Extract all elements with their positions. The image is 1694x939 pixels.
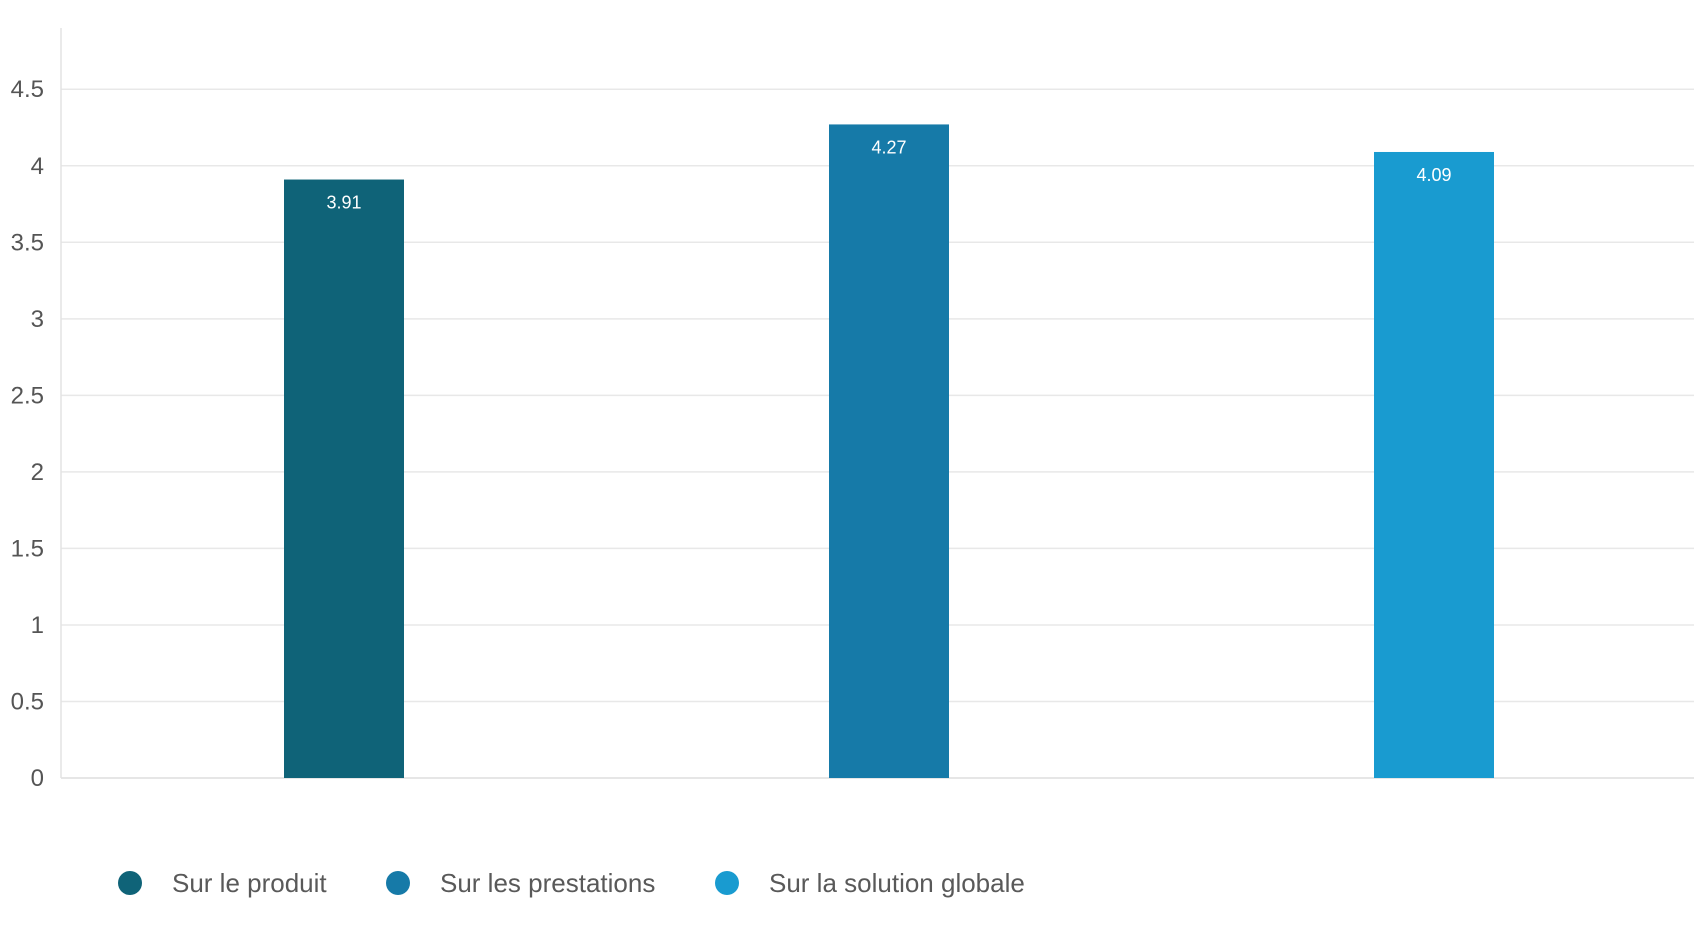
legend-marker xyxy=(715,871,739,895)
bar[interactable] xyxy=(284,179,404,778)
y-tick-label: 2.5 xyxy=(11,382,44,409)
bar[interactable] xyxy=(829,124,949,778)
bar[interactable] xyxy=(1374,151,1494,778)
y-tick-label: 4 xyxy=(31,153,44,180)
data-label: 4.27 xyxy=(871,137,906,157)
bars xyxy=(284,124,1494,778)
y-axis-ticks: 0 0.5 1 1.5 2 2.5 3 3.5 4 4.5 xyxy=(11,76,44,792)
legend[interactable]: Sur le produit Sur les prestations Sur la … xyxy=(118,868,1025,898)
legend-label: Sur la solution globale xyxy=(769,868,1025,898)
y-tick-label: 0.5 xyxy=(11,688,44,715)
data-labels: 3.91 4.27 4.09 xyxy=(326,137,1451,212)
y-tick-label: 1.5 xyxy=(11,535,44,562)
y-tick-label: 3.5 xyxy=(11,229,44,256)
data-label: 3.91 xyxy=(326,193,361,213)
y-tick-label: 0 xyxy=(31,765,44,792)
legend-marker xyxy=(118,871,142,895)
data-label: 4.09 xyxy=(1416,165,1451,185)
legend-label: Sur les prestations xyxy=(440,868,655,898)
y-tick-label: 2 xyxy=(31,459,44,486)
legend-marker xyxy=(386,871,410,895)
y-tick-label: 1 xyxy=(31,612,44,639)
legend-item[interactable]: Sur la solution globale xyxy=(715,868,1025,898)
y-tick-label: 3 xyxy=(31,306,44,333)
legend-label: Sur le produit xyxy=(172,868,327,898)
legend-item[interactable]: Sur le produit xyxy=(118,868,327,898)
legend-item[interactable]: Sur les prestations xyxy=(386,868,655,898)
y-tick-label: 4.5 xyxy=(11,76,44,103)
